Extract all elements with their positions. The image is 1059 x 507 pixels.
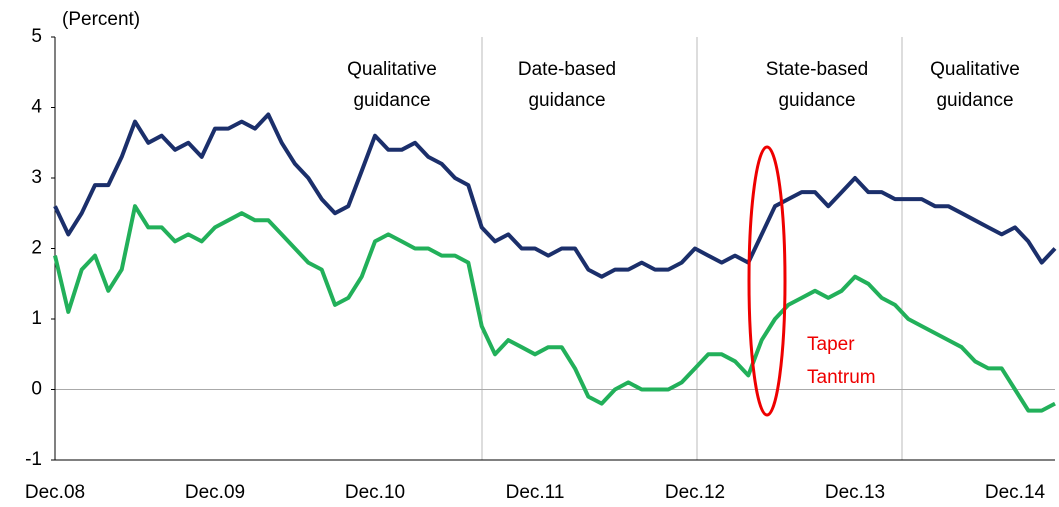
- period-annotation: Date-based: [518, 59, 616, 80]
- y-tick-label: 4: [31, 97, 42, 118]
- series-line: [53, 112, 1057, 279]
- x-tick-label: Dec.08: [25, 482, 85, 503]
- period-annotation: Qualitative: [930, 59, 1020, 80]
- x-tick-label: Dec.10: [345, 482, 405, 503]
- callout-text: Tantrum: [807, 367, 876, 388]
- y-tick-label: 0: [31, 379, 42, 400]
- period-annotation: guidance: [778, 90, 855, 111]
- x-tick-label: Dec.13: [825, 482, 885, 503]
- y-tick-label: 2: [31, 238, 42, 259]
- callout-text: Taper: [807, 334, 855, 355]
- period-annotation: guidance: [936, 90, 1013, 111]
- period-annotation: State-based: [766, 59, 868, 80]
- y-tick-label: 1: [31, 308, 42, 329]
- x-tick-label: Dec.11: [506, 482, 565, 503]
- x-tick-label: Dec.09: [185, 482, 245, 503]
- period-annotation: guidance: [353, 90, 430, 111]
- period-annotation: Qualitative: [347, 59, 437, 80]
- y-tick-label: 5: [31, 26, 42, 47]
- highlight-ellipse: [747, 145, 787, 417]
- x-tick-label: Dec.14: [985, 482, 1046, 503]
- period-annotation: guidance: [528, 90, 605, 111]
- y-tick-label: -1: [25, 449, 42, 470]
- y-axis-label: (Percent): [62, 9, 140, 30]
- y-tick-label: 3: [31, 167, 42, 188]
- series-line: [53, 204, 1056, 413]
- x-tick-label: Dec.12: [665, 482, 725, 503]
